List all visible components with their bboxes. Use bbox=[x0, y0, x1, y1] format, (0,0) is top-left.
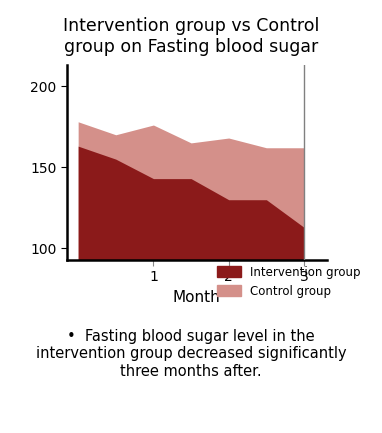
Text: •  Fasting blood sugar level in the
intervention group decreased significantly
t: • Fasting blood sugar level in the inter… bbox=[36, 329, 346, 379]
Legend: Intervention group, Control group: Intervention group, Control group bbox=[217, 266, 361, 297]
Text: Intervention group vs Control
group on Fasting blood sugar: Intervention group vs Control group on F… bbox=[63, 17, 319, 56]
X-axis label: Month: Month bbox=[173, 290, 221, 305]
